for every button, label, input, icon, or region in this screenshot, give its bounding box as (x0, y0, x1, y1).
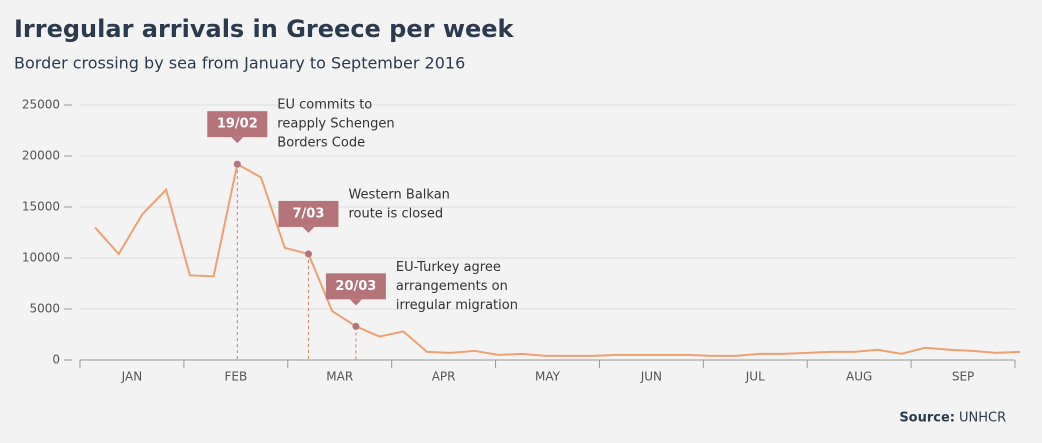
annotation-box (325, 273, 386, 300)
annotation-text: EU-Turkey agree (396, 260, 501, 275)
annotation-label: 7/03 (293, 206, 325, 221)
annotation-label: 20/03 (335, 279, 376, 294)
annotation-pointer (231, 137, 244, 144)
source: UNHCR (959, 411, 1006, 426)
x-tick-label: APR (432, 370, 456, 384)
annotation-pointer (349, 299, 362, 306)
y-tick-label: 20000 (22, 149, 60, 163)
annotation-text: Western Balkan (348, 187, 449, 202)
y-tick-label: 15000 (22, 200, 60, 214)
annotation-text: reapply Schengen (277, 117, 394, 132)
x-tick-label: JUL (745, 370, 765, 384)
x-tick-label: MAY (535, 370, 561, 384)
x-tick-label: SEP (952, 370, 974, 384)
annotation-text: EU commits to (277, 98, 372, 113)
y-tick-label: 0 (52, 353, 60, 367)
annotation-point (352, 322, 360, 330)
y-tick-label: 5000 (29, 302, 60, 316)
annotation-point (304, 250, 312, 258)
annotation-label: 19/02 (217, 117, 258, 132)
x-tick-label: JAN (121, 370, 143, 384)
chart-title: Irregular arrivals in Greece per week (14, 15, 515, 43)
annotation-text: irregular migration (396, 298, 518, 313)
annotation-text: arrangements on (396, 279, 508, 294)
annotation-pointer (302, 226, 315, 233)
x-tick-label: MAR (326, 370, 353, 384)
x-tick-label: AUG (846, 370, 872, 384)
chart-subtitle: Border crossing by sea from January to S… (14, 54, 465, 73)
annotation-text: Borders Code (277, 136, 365, 151)
data-line (94, 162, 1021, 357)
annotation-text: route is closed (348, 206, 443, 221)
y-tick-label: 25000 (22, 98, 60, 112)
x-tick-label: FEB (224, 370, 247, 384)
source-label: Source: (899, 411, 955, 426)
annotation-box (278, 200, 339, 227)
annotation-box (207, 111, 268, 138)
x-tick-label: JUN (640, 370, 662, 384)
annotation-point (233, 160, 241, 168)
y-tick-label: 10000 (22, 251, 60, 265)
